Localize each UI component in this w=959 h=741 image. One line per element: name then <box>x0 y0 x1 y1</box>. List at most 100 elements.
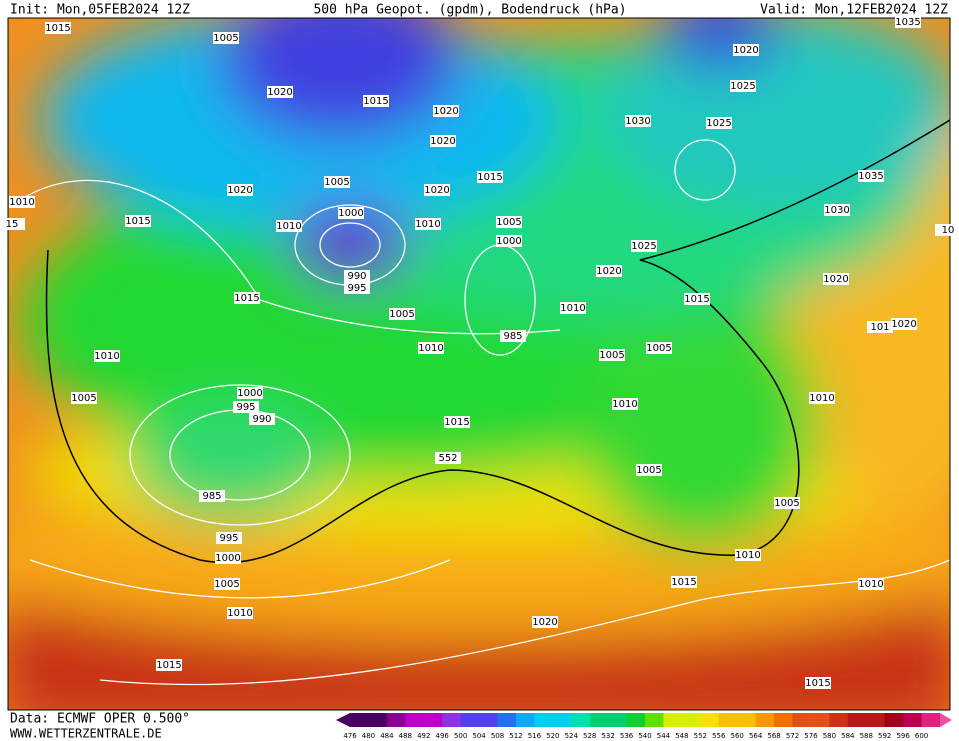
colorbar-label: 592 <box>878 732 891 740</box>
label-bg <box>935 224 959 236</box>
isobar-label: 1020 <box>532 617 557 628</box>
isobar-label: 1010 <box>735 550 760 561</box>
label-bg <box>496 235 522 247</box>
colorbar-swatch <box>497 713 517 727</box>
colorbar-label: 588 <box>860 732 873 740</box>
isobar-label: 1020 <box>227 185 252 196</box>
label-bg <box>435 452 461 464</box>
isobar-label: 1020 <box>433 106 458 117</box>
colorbar-label: 476 <box>343 732 357 740</box>
isobar-label: 1030 <box>625 116 650 127</box>
isobar-label: 1015 <box>156 660 181 671</box>
label-bg <box>625 115 651 127</box>
isobar-label: 1010 <box>9 197 34 208</box>
colorbar-label: 536 <box>620 732 634 740</box>
colorbar-swatch <box>903 713 923 727</box>
isobar-label: 1010 <box>858 579 883 590</box>
colorbar-label: 548 <box>675 732 688 740</box>
colorbar-label: 596 <box>896 732 910 740</box>
label-bg <box>500 330 526 342</box>
colorbar-label: 484 <box>380 732 394 740</box>
colorbar-swatch <box>479 713 498 727</box>
isobar-label: 1020 <box>891 319 916 330</box>
label-bg <box>234 292 260 304</box>
colorbar-swatch <box>884 713 904 727</box>
isobar-label: 1005 <box>389 309 414 320</box>
label-bg <box>363 95 389 107</box>
label-bg <box>45 22 71 34</box>
label-bg <box>249 413 275 425</box>
colorbar-swatch <box>405 713 425 727</box>
colorbar-label: 492 <box>417 732 430 740</box>
isobar-label: 1015 <box>477 172 502 183</box>
label-bg <box>276 220 302 232</box>
label-bg <box>496 216 522 228</box>
label-bg <box>636 464 662 476</box>
colorbar-label: 488 <box>399 732 412 740</box>
isobar-label: 1000 <box>338 208 363 219</box>
isobar-label: 995 <box>236 402 255 413</box>
isobar-label: 1005 <box>774 498 799 509</box>
label-bg <box>9 196 35 208</box>
label-bg <box>824 204 850 216</box>
label-bg <box>267 86 293 98</box>
colorbar-swatch <box>423 713 443 727</box>
isobar-label: 1005 <box>214 579 239 590</box>
label-bg <box>774 497 800 509</box>
isobar-label: 1035 <box>895 17 920 28</box>
colorbar-swatch <box>792 713 812 727</box>
isobar-label: 552 <box>438 453 457 464</box>
isobar-label: 1010 <box>418 343 443 354</box>
isobar-label: 15 <box>6 219 19 230</box>
label-bg <box>433 105 459 117</box>
isobar-label: 1010 <box>415 219 440 230</box>
label-bg <box>671 576 697 588</box>
colorbar-swatch <box>847 713 867 727</box>
colorbar-swatch <box>460 713 480 727</box>
label-bg <box>809 392 835 404</box>
isobar-label: 1010 <box>227 608 252 619</box>
website: WWW.WETTERZENTRALE.DE <box>10 727 162 741</box>
isobar-label: 1015 <box>805 678 830 689</box>
label-bg <box>684 293 710 305</box>
label-bg <box>560 302 586 314</box>
colorbar-swatch <box>700 713 720 727</box>
label-bg <box>823 273 849 285</box>
colorbar-swatch <box>368 713 388 727</box>
colorbar-label: 564 <box>749 732 763 740</box>
isobar-label: 1005 <box>213 33 238 44</box>
label-bg <box>199 490 225 502</box>
colorbar-label: 504 <box>472 732 486 740</box>
label-bg <box>532 616 558 628</box>
label-bg <box>125 215 151 227</box>
isobar-label: 1035 <box>858 171 883 182</box>
label-bg <box>430 135 456 147</box>
isobar-label: 1020 <box>823 274 848 285</box>
isobar-label: 1020 <box>430 136 455 147</box>
colorbar-swatch <box>681 713 701 727</box>
label-bg <box>227 184 253 196</box>
label-bg <box>233 401 259 413</box>
label-bg <box>424 184 450 196</box>
colorbar-swatch <box>571 713 591 727</box>
label-bg <box>418 342 444 354</box>
isobar-label: 1005 <box>324 177 349 188</box>
colorbar-label: 580 <box>823 732 836 740</box>
colorbar-label: 500 <box>454 732 467 740</box>
colorbar-label: 524 <box>565 732 579 740</box>
label-bg <box>858 578 884 590</box>
label-bg <box>213 32 239 44</box>
colorbar-swatch <box>515 713 535 727</box>
colorbar-label: 584 <box>841 732 855 740</box>
isobar-label: 1005 <box>636 465 661 476</box>
colorbar-label: 516 <box>528 732 542 740</box>
colorbar-arrow <box>336 713 350 727</box>
isobar-label: 1010 <box>809 393 834 404</box>
map-frame <box>7 17 951 711</box>
isobar-label: 1020 <box>267 87 292 98</box>
isobar-label: 1015 <box>125 216 150 227</box>
isobar-label: 1005 <box>646 343 671 354</box>
colorbar-label: 544 <box>657 732 671 740</box>
colorbar-swatch <box>718 713 738 727</box>
